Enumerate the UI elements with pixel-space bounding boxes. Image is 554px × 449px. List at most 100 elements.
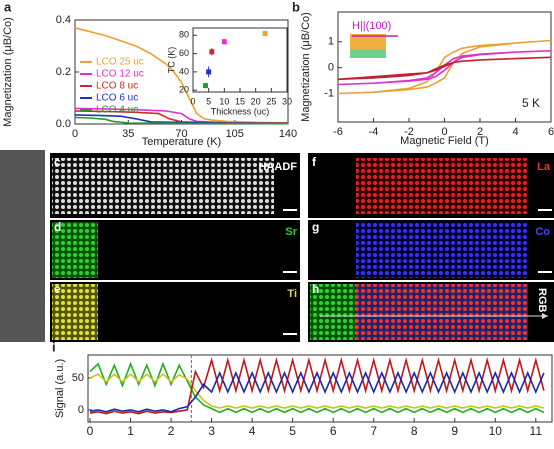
x-tick-label: 140 — [279, 128, 297, 140]
y-tick-label: 0 — [78, 404, 84, 416]
sample-icon — [350, 34, 386, 50]
series-line — [337, 56, 552, 81]
x-tick-label: 0 — [190, 96, 195, 106]
panel-letter: i — [52, 339, 56, 354]
point — [206, 69, 212, 75]
series-line — [89, 370, 545, 413]
legend-label: LCO 25 uc — [96, 57, 144, 68]
image-label: RGB — [536, 288, 548, 313]
y-axis-label: TC (K) — [166, 47, 176, 74]
image-content — [52, 222, 98, 278]
x-tick-label: 6 — [548, 126, 554, 138]
series-line — [337, 50, 552, 86]
x-tick-label: 9 — [451, 424, 458, 438]
y-tick-label: 20 — [179, 85, 189, 95]
y-tick-label: 80 — [179, 30, 189, 40]
series-line — [89, 356, 545, 415]
x-tick-label: -6 — [333, 126, 343, 138]
x-tick-label: 70 — [175, 128, 187, 140]
image-label: HAADF — [259, 161, 298, 173]
image-letter: f — [312, 155, 317, 169]
image-letter: c — [54, 155, 61, 169]
x-tick-label: 10 — [489, 424, 503, 438]
x-tick-label: 10 — [219, 96, 229, 106]
x-axis-label: Magnetic Field (T) — [400, 135, 489, 147]
y-tick-label: -1 — [324, 87, 334, 99]
image-label: Sr — [285, 226, 297, 238]
y-tick-label: 1 — [328, 36, 334, 48]
x-tick-label: -4 — [369, 126, 379, 138]
x-tick-label: 0 — [441, 126, 447, 138]
point — [203, 83, 209, 89]
series-line — [89, 372, 545, 409]
x-tick-label: 2 — [477, 126, 483, 138]
image-letter: d — [54, 220, 61, 234]
image-panels — [0, 150, 554, 342]
x-tick-label: -2 — [404, 126, 414, 138]
x-tick-label: 25 — [266, 96, 276, 106]
y-tick-label: 0 — [328, 62, 334, 74]
image-label: Co — [535, 226, 550, 238]
point — [262, 30, 268, 36]
panel-letter: b — [292, 0, 300, 14]
legend-label: LCO 4 uc — [96, 105, 138, 116]
y-tick-label: 40 — [179, 66, 189, 76]
y-axis-label: Signal (a.u.) — [54, 359, 66, 418]
image-letter: g — [312, 220, 319, 234]
annotation: 5 K — [522, 96, 540, 110]
y-tick-label: 50 — [72, 372, 84, 384]
panel: 0 1 2 3 4 5 6 7 8 9 10 11 0 50 Signal (a.u.) i — [52, 339, 553, 438]
x-tick-label: 30 — [282, 96, 292, 106]
x-tick-label: 20 — [251, 96, 261, 106]
x-tick-label: 7 — [370, 424, 377, 438]
x-tick-label: 1 — [127, 424, 134, 438]
x-tick-label: 4 — [512, 126, 518, 138]
y-tick-label: 0.4 — [56, 14, 71, 26]
image-label: La — [537, 161, 551, 173]
sample-icon — [350, 50, 386, 58]
image-letter: e — [54, 282, 61, 296]
point — [221, 39, 227, 45]
image-content — [356, 158, 528, 214]
y-tick-label: 0.0 — [56, 118, 71, 130]
series-line — [89, 361, 545, 414]
annotation: H||(100) — [352, 20, 391, 32]
plot-frame — [87, 354, 553, 423]
image-letter: h — [312, 282, 319, 296]
x-tick-label: 0 — [72, 128, 78, 140]
x-tick-label: 35 — [122, 128, 134, 140]
series-line — [74, 27, 288, 124]
image-content — [356, 222, 528, 278]
x-tick-label: 2 — [168, 424, 175, 438]
x-axis-label: Thickness (uc) — [211, 106, 270, 116]
panel-letter: a — [4, 0, 12, 14]
x-tick-label: 6 — [330, 424, 337, 438]
plot-frame — [192, 27, 288, 93]
panel: -6 -4 -2 0 2 4 6 -1 0 1 Magnetization (μB/Co) Magne… — [292, 0, 554, 147]
point — [209, 49, 215, 55]
x-tick-label: 8 — [411, 424, 418, 438]
y-axis-label: Magnetization (μB/Co) — [300, 12, 312, 122]
legend-label: LCO 12 uc — [96, 69, 144, 80]
x-axis-label: Temperature (K) — [142, 136, 221, 148]
x-tick-label: 3 — [208, 424, 215, 438]
legend-label: LCO 8 uc — [96, 81, 138, 92]
y-axis-label: Magnetization (μB/Co) — [2, 17, 14, 127]
legend-label: LCO 6 uc — [96, 93, 138, 104]
image-label: Ti — [287, 288, 297, 300]
y-tick-label: 0.2 — [56, 66, 71, 78]
strip — [0, 150, 45, 342]
x-tick-label: 5 — [289, 424, 296, 438]
x-tick-label: 105 — [226, 128, 244, 140]
image-content — [52, 284, 98, 340]
image-content — [310, 284, 356, 340]
arrow-head — [542, 313, 548, 319]
y-tick-label: 60 — [179, 48, 189, 58]
x-tick-label: 4 — [249, 424, 256, 438]
x-tick-label: 5 — [206, 96, 211, 106]
image-content — [356, 284, 528, 340]
image-content — [52, 158, 274, 214]
